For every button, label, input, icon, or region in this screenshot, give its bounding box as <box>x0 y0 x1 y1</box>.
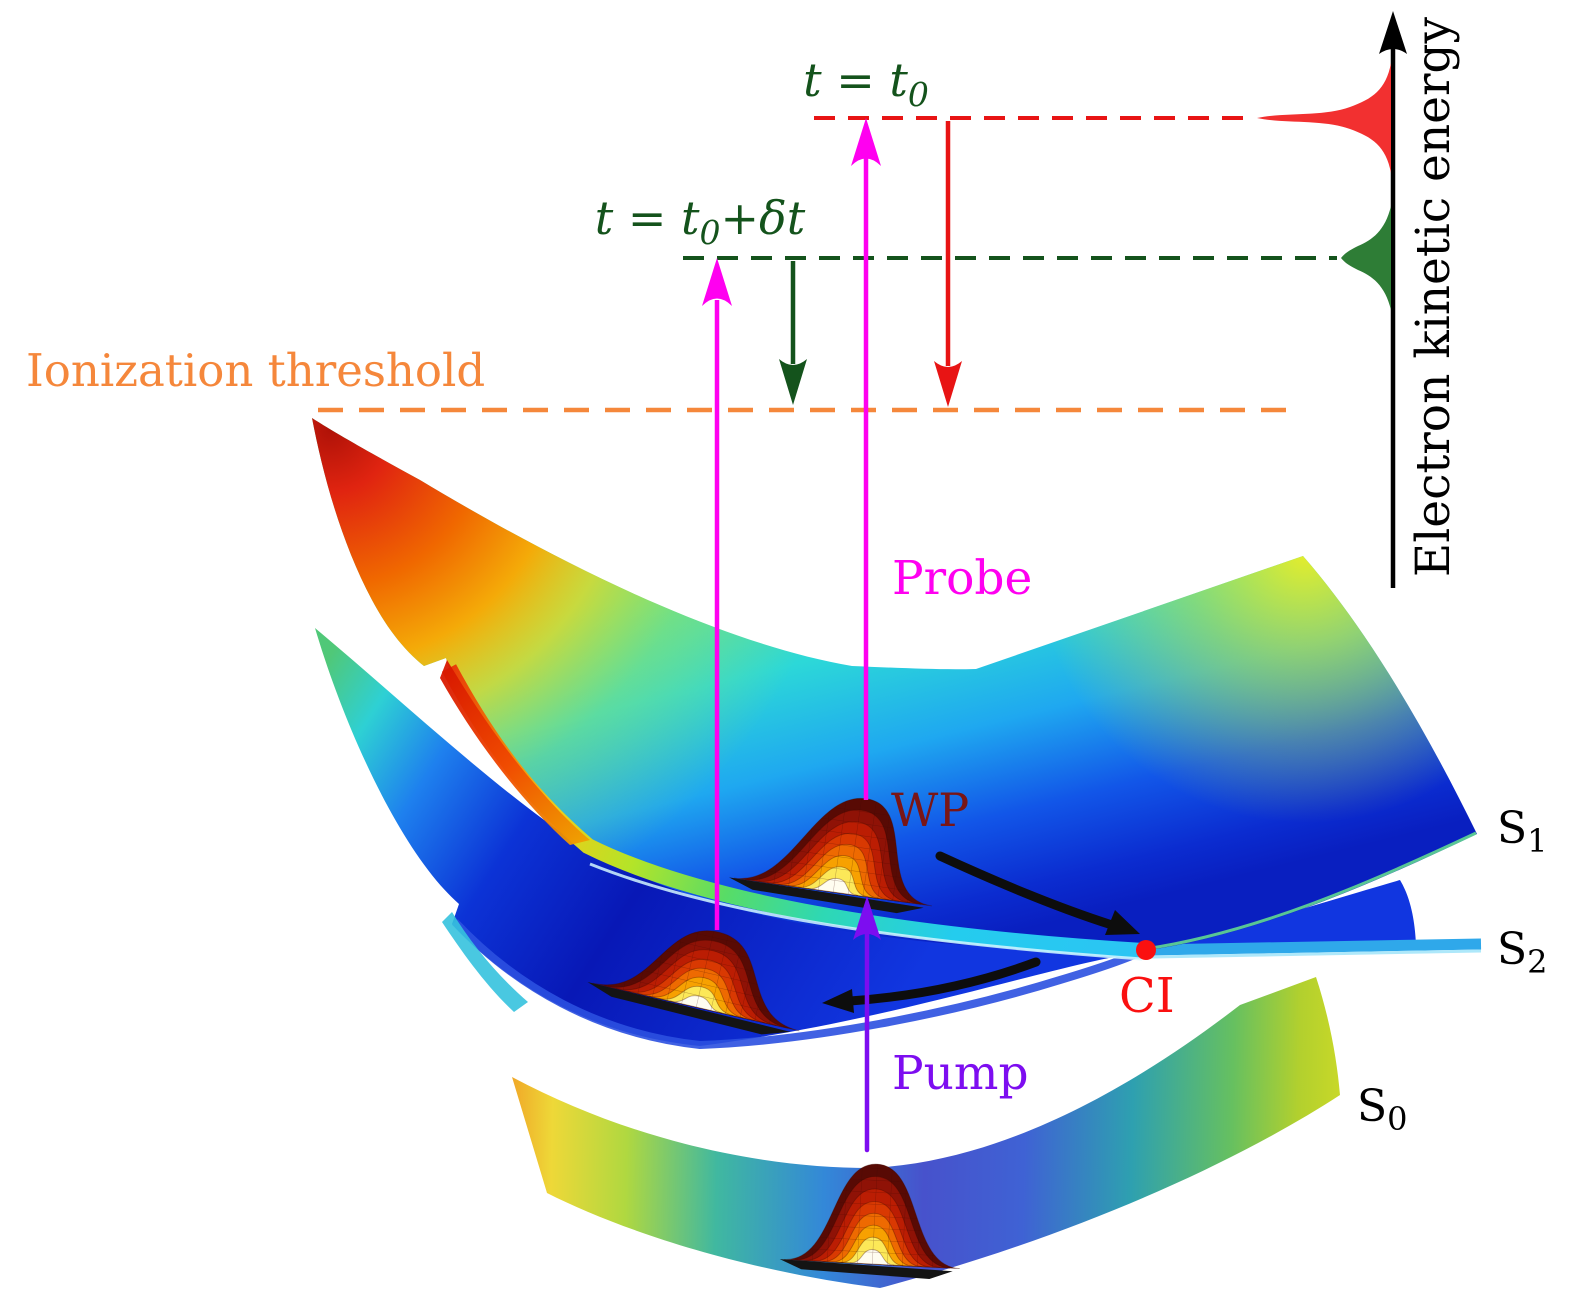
probe-arrow-t0-head <box>851 118 881 166</box>
probe-arrow-t0dt-head <box>702 258 732 306</box>
red-kinetic-arrow-head <box>934 361 962 407</box>
label-ci: CI <box>1119 968 1175 1024</box>
pump-arrow-head <box>853 896 881 940</box>
label-probe: Probe <box>892 551 1032 606</box>
label-energy-axis: Electron kinetic energy <box>1406 16 1461 577</box>
label-pump: Pump <box>892 1046 1029 1101</box>
s1-right-edge-highlight <box>1144 831 1477 951</box>
wavepacket-motion-arrowhead-s1 <box>1105 910 1140 935</box>
s2-front-edge-band <box>452 919 1145 1050</box>
label-wavepacket: WP <box>891 783 969 837</box>
ci-dot <box>1136 940 1156 960</box>
green-kinetic-arrow-head <box>779 359 807 405</box>
s2-right-edge-highlight <box>1151 949 1482 959</box>
s2-notch-fold <box>442 912 528 1012</box>
label-s2: S2 <box>1497 924 1548 981</box>
wavepacket-s1 <box>729 798 933 914</box>
s1-corner-overlay <box>312 418 1477 951</box>
wavepacket-motion-arrow-s2 <box>845 957 1041 1006</box>
wavepacket-s2 <box>587 930 800 1035</box>
wavepacket-s0 <box>779 1163 960 1280</box>
s1-notch-fold <box>440 660 590 845</box>
label-s0: S0 <box>1357 1081 1408 1138</box>
wavepacket-motion-arrow-s1 <box>935 851 1117 930</box>
label-time-t0: t = t0 <box>803 53 929 114</box>
s2-surface <box>315 628 1416 1046</box>
label-s1: S1 <box>1497 803 1548 860</box>
green-photoelectron-peak <box>1341 206 1391 310</box>
label-ionization-threshold: Ionization threshold <box>26 344 485 397</box>
s2-right-edge-band <box>1149 938 1482 956</box>
s0-surface <box>512 977 1340 1288</box>
wavepacket-motion-arrowhead-s2 <box>822 989 854 1013</box>
label-time-t0dt: t = t0+δt <box>595 191 806 252</box>
s1-front-edge-highlight <box>589 862 1143 961</box>
energy-axis-arrowhead <box>1379 11 1407 54</box>
red-photoelectron-peak <box>1257 63 1391 173</box>
